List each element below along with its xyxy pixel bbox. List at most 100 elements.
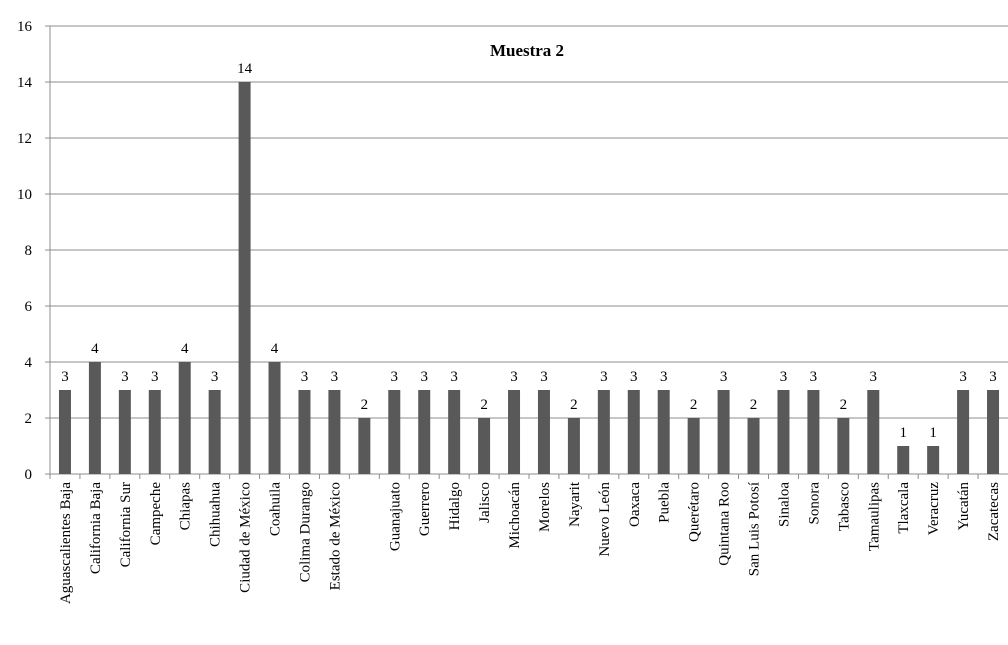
- bar: [807, 390, 820, 474]
- bar: [358, 418, 371, 474]
- bar: [777, 390, 790, 474]
- data-label: 1: [929, 425, 937, 441]
- bar: [627, 390, 640, 474]
- x-tick-label: California Baja: [88, 482, 104, 574]
- x-tick-label: Guerrero: [417, 482, 433, 536]
- x-tick-label: Tlaxcala: [896, 482, 912, 534]
- x-tick-label: Colima Durango: [297, 482, 313, 582]
- bar: [927, 446, 940, 474]
- x-tick-label: Estado de México: [327, 482, 343, 590]
- x-tick-label: Veracruz: [926, 482, 942, 536]
- data-label: 3: [420, 369, 428, 385]
- bar: [298, 390, 311, 474]
- data-label: 3: [151, 369, 159, 385]
- data-label: 3: [630, 369, 638, 385]
- data-label: 3: [61, 369, 69, 385]
- x-tick-label: Michoacán: [507, 482, 523, 549]
- bar: [897, 446, 910, 474]
- x-tick-label: Zacatecas: [986, 482, 1002, 541]
- x-tick-label: Chiapas: [178, 482, 194, 530]
- data-label: 1: [899, 425, 907, 441]
- data-label: 3: [391, 369, 399, 385]
- x-tick-label: Tabasco: [836, 482, 852, 531]
- x-tick-label: Guanajuato: [387, 482, 403, 551]
- bar: [238, 82, 251, 474]
- data-label: 3: [870, 369, 878, 385]
- bar: [448, 390, 461, 474]
- bar: [987, 390, 1000, 474]
- bar: [388, 390, 401, 474]
- bar: [957, 390, 970, 474]
- data-label: 4: [271, 341, 279, 357]
- x-tick-label: Querétaro: [687, 482, 703, 542]
- x-tick-label: San Luis Potosí: [747, 482, 763, 576]
- bar: [328, 390, 341, 474]
- y-tick-label: 0: [25, 467, 33, 483]
- data-label: 2: [480, 397, 488, 413]
- data-label: 2: [570, 397, 578, 413]
- data-label: 3: [510, 369, 518, 385]
- y-tick-label: 2: [25, 411, 33, 427]
- data-label: 3: [301, 369, 309, 385]
- x-tick-label: Puebla: [657, 482, 673, 523]
- bar: [747, 418, 760, 474]
- bar: [268, 362, 281, 474]
- x-tick-label: Ciudad de México: [238, 482, 254, 593]
- data-label: 3: [660, 369, 668, 385]
- x-tick-label: Jalisco: [477, 482, 493, 523]
- data-label: 4: [91, 341, 99, 357]
- data-label: 2: [840, 397, 848, 413]
- x-tick-label: Sonora: [806, 482, 822, 525]
- bar: [597, 390, 610, 474]
- bar: [478, 418, 491, 474]
- data-label: 3: [331, 369, 339, 385]
- data-label: 3: [540, 369, 548, 385]
- x-tick-label: Yucatán: [956, 482, 972, 531]
- data-label: 2: [361, 397, 369, 413]
- bar: [717, 390, 730, 474]
- bar: [657, 390, 670, 474]
- y-tick-label: 4: [25, 355, 33, 371]
- data-label: 2: [750, 397, 758, 413]
- bar: [208, 390, 221, 474]
- data-label: 4: [181, 341, 189, 357]
- bar: [88, 362, 101, 474]
- y-tick-label: 6: [25, 299, 33, 315]
- bar: [508, 390, 521, 474]
- bar: [58, 390, 71, 474]
- x-tick-label: California Sur: [118, 482, 134, 567]
- data-label: 3: [600, 369, 608, 385]
- x-tick-label: Quintana Roo: [717, 482, 733, 566]
- x-tick-label: Morelos: [537, 482, 553, 532]
- y-tick-label: 8: [25, 243, 33, 259]
- bar: [837, 418, 850, 474]
- x-tick-label: Oaxaca: [627, 482, 643, 527]
- y-tick-label: 14: [17, 75, 33, 91]
- bar: [687, 418, 700, 474]
- y-tick-label: 12: [17, 131, 32, 147]
- bar: [118, 390, 131, 474]
- data-label: 3: [121, 369, 129, 385]
- x-tick-label: Aguascalientes Baja: [58, 482, 74, 604]
- y-tick-label: 10: [17, 187, 32, 203]
- data-label: 3: [989, 369, 997, 385]
- data-label: 3: [959, 369, 967, 385]
- data-label: 3: [780, 369, 788, 385]
- data-label: 14: [237, 61, 253, 77]
- data-label: 3: [720, 369, 728, 385]
- x-tick-label: Nayarit: [567, 481, 583, 527]
- x-tick-label: Sinaloa: [776, 482, 792, 527]
- x-tick-label: Coahuila: [268, 482, 284, 536]
- bar: [418, 390, 431, 474]
- data-label: 3: [450, 369, 458, 385]
- x-tick-label: Chihuahua: [208, 482, 224, 547]
- bar: [178, 362, 191, 474]
- x-tick-label: Tamaulipas: [866, 482, 882, 551]
- data-label: 3: [211, 369, 219, 385]
- x-tick-label: Nuevo León: [597, 482, 613, 557]
- x-tick-label: Hidalgo: [447, 482, 463, 530]
- bar: [867, 390, 880, 474]
- data-label: 3: [810, 369, 818, 385]
